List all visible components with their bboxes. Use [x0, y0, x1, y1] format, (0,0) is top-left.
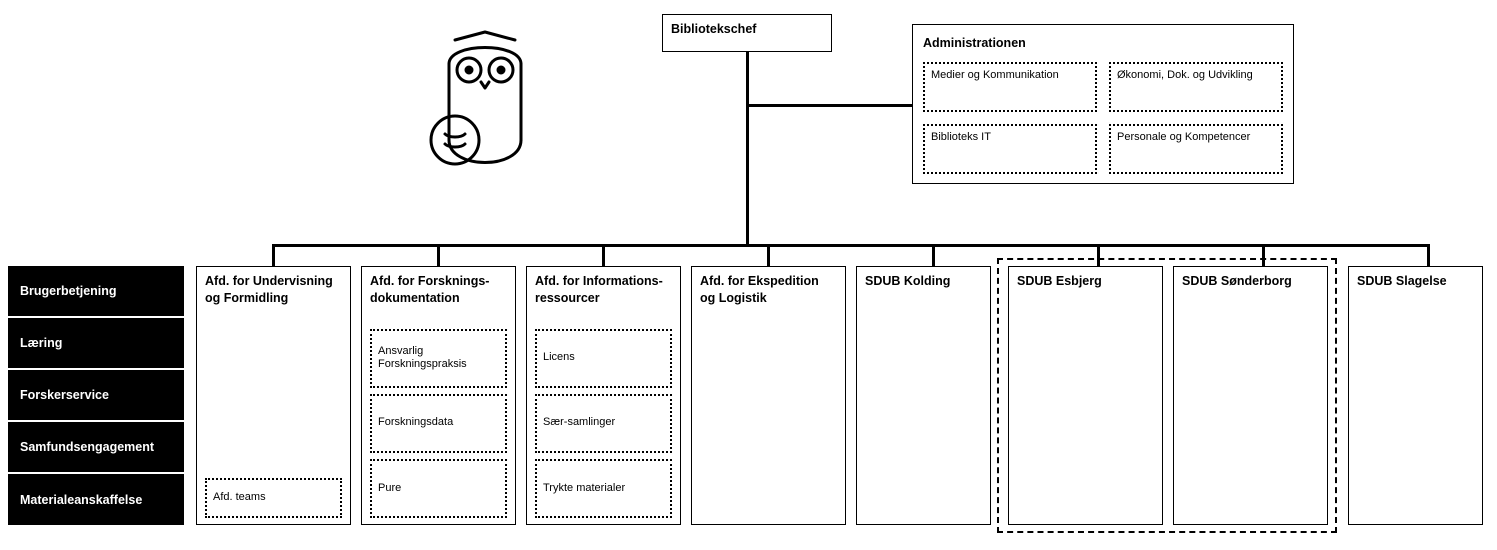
root-label: Bibliotekschef	[671, 22, 756, 36]
dept-sub: Forskningsdata	[370, 394, 507, 453]
side-cat: Brugerbetjening	[8, 266, 184, 317]
dept-box: Afd. for Forsknings-dokumentation Ansvar…	[361, 266, 516, 525]
dept-sub: Licens	[535, 329, 672, 388]
dept-box: Afd. for Undervisning og Formidling Afd.…	[196, 266, 351, 525]
dept-title: Afd. for Ekspedition og Logistik	[700, 273, 837, 307]
connector	[1427, 244, 1430, 266]
dept-sub: Pure	[370, 459, 507, 518]
connector	[767, 244, 770, 266]
side-cat: Materialeanskaffelse	[8, 474, 184, 525]
dept-title: SDUB Kolding	[865, 273, 982, 290]
admin-cell-personale: Personale og Kompetencer	[1109, 124, 1283, 174]
dept-box: Afd. for Informations-ressourcer Licens …	[526, 266, 681, 525]
owl-icon	[415, 22, 555, 182]
dept-title: SDUB Esbjerg	[1017, 273, 1154, 290]
side-cat: Samfundsengagement	[8, 422, 184, 473]
dept-title: Afd. for Forsknings-dokumentation	[370, 273, 507, 307]
dept-title: Afd. for Undervisning og Formidling	[205, 273, 342, 307]
dept-sub: Ansvarlig Forskningspraksis	[370, 329, 507, 388]
connector	[602, 244, 605, 266]
dept-title: SDUB Slagelse	[1357, 273, 1474, 290]
connector	[746, 52, 749, 244]
admin-title: Administrationen	[923, 35, 1283, 52]
admin-cell-media: Medier og Kommunikation	[923, 62, 1097, 112]
dept-box: Afd. for Ekspedition og Logistik	[691, 266, 846, 525]
dept-box: SDUB Esbjerg	[1008, 266, 1163, 525]
dept-sub: Trykte materialer	[535, 459, 672, 518]
dept-box: SDUB Kolding	[856, 266, 991, 525]
dept-sub: Afd. teams	[205, 478, 342, 518]
dept-box: SDUB Slagelse	[1348, 266, 1483, 525]
connector	[932, 244, 935, 266]
connector	[272, 244, 275, 266]
dept-box: SDUB Sønderborg	[1173, 266, 1328, 525]
dept-title: SDUB Sønderborg	[1182, 273, 1319, 290]
admin-box: Administrationen Medier og Kommunikation…	[912, 24, 1294, 184]
connector	[437, 244, 440, 266]
connector	[746, 104, 912, 107]
root-box: Bibliotekschef	[662, 14, 832, 52]
dept-sub: Sær-samlinger	[535, 394, 672, 453]
dept-title: Afd. for Informations-ressourcer	[535, 273, 672, 307]
admin-cell-economy: Økonomi, Dok. og Udvikling	[1109, 62, 1283, 112]
side-cat: Læring	[8, 318, 184, 369]
side-cat: Forskerservice	[8, 370, 184, 421]
connector	[272, 244, 1428, 247]
admin-cell-it: Biblioteks IT	[923, 124, 1097, 174]
